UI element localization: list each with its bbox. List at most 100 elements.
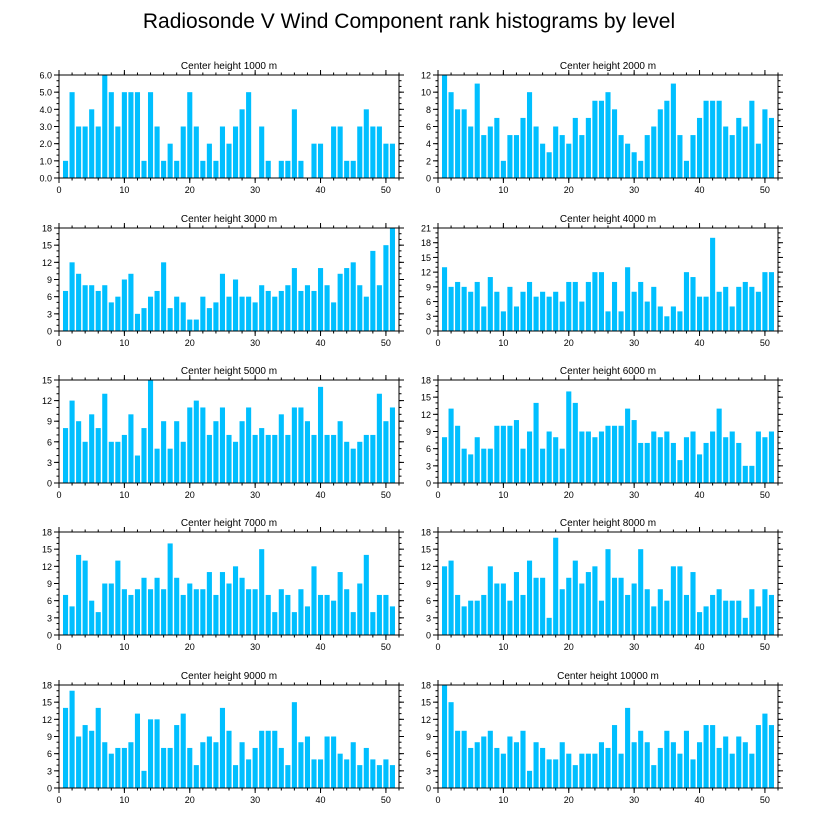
- y-tick-label: 18: [42, 528, 52, 538]
- bar-rank-20: 20: 2: [187, 319, 193, 331]
- bar-rank-34: 34: 7: [278, 747, 284, 788]
- bar-rank-46: 46: 7: [736, 117, 742, 178]
- x-tick-label: 20: [564, 338, 574, 348]
- bar-rank-43: 43: 13: [716, 408, 722, 483]
- y-tick-label: 3: [47, 613, 52, 623]
- bar-rank-47: 47: 14: [363, 554, 369, 635]
- bar-rank-40: 40: 7: [317, 594, 324, 635]
- bar-rank-27: 27: 12: [232, 566, 239, 635]
- bar-rank-33: 33: 6: [651, 126, 657, 178]
- bar-rank-7: 7: 5: [481, 306, 487, 331]
- bar-rank-46: 46: 8: [357, 285, 363, 331]
- panel-title: Center height 9000 m: [181, 671, 277, 682]
- bar-rank-47: 47: 6: [363, 296, 369, 331]
- bar-rank-11: 11: 6: [507, 600, 513, 635]
- bar-rank-3: 3: 7: [455, 594, 461, 635]
- bar-rank-4: 4: 13: [82, 560, 88, 635]
- bar-rank-39: 39: 2: [311, 143, 317, 178]
- bar-rank-33: 33: 6: [272, 296, 278, 331]
- bar-rank-44: 44: 8: [723, 437, 729, 483]
- bar-rank-22: 22: 8: [200, 589, 206, 635]
- bar-rank-21: 21: 14: [572, 402, 578, 483]
- x-tick-label: 20: [185, 185, 195, 195]
- bar-rank-13: 13: 8: [141, 428, 147, 483]
- x-tick-label: 40: [695, 642, 705, 652]
- y-tick-label: 6: [47, 437, 52, 447]
- bar-rank-44: 44: 5: [344, 759, 350, 788]
- bar-rank-28: 28: 8: [239, 742, 245, 788]
- y-tick-label: 18: [421, 681, 431, 691]
- panel-center-height-9000-m: Center height 9000 m1: 142: 173: 94: 115…: [42, 671, 404, 805]
- bar-rank-18: 18: 6: [553, 126, 559, 178]
- panel-title: Center height 4000 m: [560, 214, 656, 225]
- bar-rank-23: 23: 7: [206, 434, 212, 483]
- bar-rank-50: 50: 8: [762, 109, 768, 178]
- bar-rank-30: 30: 7: [252, 434, 258, 483]
- bar-rank-36: 36: 4: [291, 612, 297, 635]
- y-tick-label: 4: [426, 139, 431, 149]
- bar-rank-14: 14: 5: [147, 92, 154, 178]
- bar-rank-11: 11: 10: [128, 273, 134, 331]
- bar-rank-24: 24: 8: [592, 437, 598, 483]
- bar-rank-15: 15: 10: [154, 577, 160, 635]
- bar-rank-35: 35: 6: [664, 600, 670, 635]
- bar-rank-9: 9: 7: [494, 117, 500, 178]
- bar-rank-37: 37: 12: [677, 566, 683, 635]
- bar-rank-1: 1: 8: [62, 428, 69, 483]
- y-tick-label: 18: [421, 376, 431, 386]
- y-tick-label: 0: [426, 174, 431, 184]
- bar-rank-7: 7: 6: [481, 448, 487, 483]
- bar-rank-35: 35: 9: [664, 100, 670, 178]
- bar-rank-12: 12: 4: [134, 455, 141, 483]
- bar-rank-45: 45: 12: [350, 262, 356, 331]
- bar-rank-11: 11: 7: [128, 594, 134, 635]
- bar-rank-23: 23: 11: [585, 572, 591, 635]
- bar-rank-1: 1: 12: [441, 566, 448, 635]
- bar-rank-35: 35: 10: [664, 730, 670, 788]
- x-tick-label: 0: [435, 338, 440, 348]
- bar-rank-20: 20: 10: [566, 281, 572, 331]
- bar-rank-43: 43: 11: [337, 572, 343, 635]
- bar-rank-8: 8: 6: [108, 753, 114, 788]
- bar-rank-41: 41: 11: [703, 725, 709, 788]
- bar-rank-41: 41: 5: [703, 606, 709, 635]
- bar-rank-17: 17: 3: [546, 152, 552, 178]
- y-tick-label: 4.0: [39, 105, 52, 115]
- x-tick-label: 10: [498, 185, 508, 195]
- bar-rank-44: 44: 11: [344, 268, 350, 331]
- y-tick-label: 0: [47, 784, 52, 794]
- bar-rank-47: 47: 7: [363, 434, 369, 483]
- bar-rank-2: 2: 15: [448, 702, 454, 788]
- bar-rank-28: 28: 4: [239, 109, 245, 178]
- bar-rank-27: 27: 4: [232, 765, 239, 788]
- x-tick-label: 30: [250, 338, 260, 348]
- y-tick-label: 6: [426, 749, 431, 759]
- bar-rank-22: 22: 6: [200, 296, 206, 331]
- x-tick-label: 30: [629, 185, 639, 195]
- bar-rank-30: 30: 5: [252, 302, 258, 331]
- x-tick-label: 30: [250, 185, 260, 195]
- bar-rank-4: 4: 9: [461, 286, 467, 331]
- x-tick-label: 20: [564, 490, 574, 500]
- bar-rank-49: 49: 4: [755, 143, 761, 178]
- panel-center-height-6000-m: Center height 6000 m 1: 82: 133: 104: 65:…: [421, 366, 783, 500]
- bar-rank-39: 39: 7: [311, 290, 317, 331]
- y-tick-label: 0: [47, 479, 52, 489]
- bar-rank-37: 37: 11: [298, 407, 304, 483]
- y-tick-label: 12: [421, 71, 431, 81]
- bar-rank-4: 4: 6: [461, 448, 467, 483]
- bar-rank-48: 48: 4: [370, 612, 376, 635]
- bar-rank-35: 35: 7: [285, 594, 291, 635]
- y-tick-label: 15: [42, 241, 52, 251]
- bar-rank-28: 28: 5: [618, 135, 624, 178]
- bar-rank-46: 46: 9: [736, 286, 742, 331]
- bar-rank-28: 28: 10: [618, 425, 624, 483]
- bar-rank-6: 6: 3: [95, 126, 101, 178]
- bar-rank-32: 32: 7: [265, 594, 271, 635]
- bar-rank-47: 47: 6: [742, 126, 748, 178]
- bar-rank-14: 14: 12: [147, 719, 154, 788]
- bar-rank-31: 31: 15: [259, 549, 265, 635]
- bar-rank-11: 11: 10: [128, 414, 134, 483]
- bar-rank-15: 15: 3: [154, 126, 160, 178]
- bar-rank-1: 1: 7: [62, 594, 69, 635]
